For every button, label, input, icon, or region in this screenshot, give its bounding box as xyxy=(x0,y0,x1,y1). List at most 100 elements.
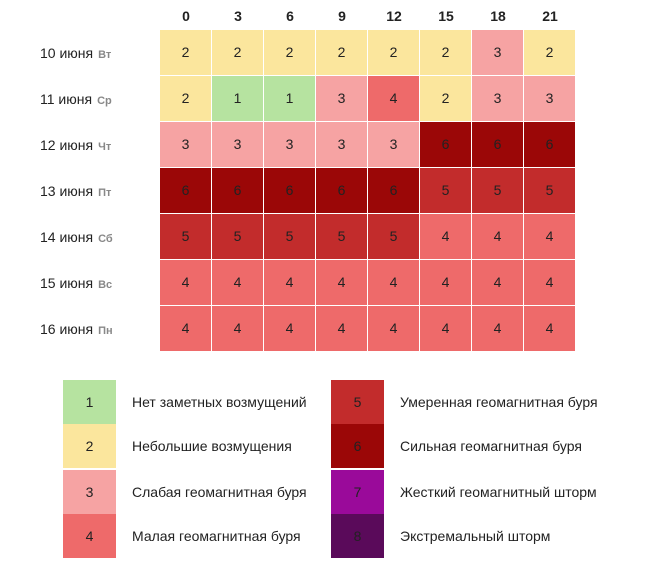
heatmap-cell: 2 xyxy=(160,30,211,75)
hour-label: 15 xyxy=(438,8,454,24)
heatmap-cell: 5 xyxy=(212,214,263,259)
heatmap-cell: 4 xyxy=(160,260,211,305)
heatmap-cell: 4 xyxy=(524,306,575,351)
heatmap-cell: 5 xyxy=(524,168,575,213)
heatmap-cell: 4 xyxy=(368,260,419,305)
date-text: 10 июня xyxy=(40,45,94,61)
weekday-label: Ср xyxy=(97,95,112,107)
hour-label: 3 xyxy=(234,8,242,24)
heatmap-cell: 3 xyxy=(160,122,211,167)
date-label: 11 июня Ср xyxy=(40,76,158,122)
hour-label: 0 xyxy=(182,8,190,24)
date-label: 10 июня Вт xyxy=(40,30,158,76)
heatmap-cell: 3 xyxy=(316,122,367,167)
date-label: 16 июня Пн xyxy=(40,306,158,352)
heatmap-cell: 4 xyxy=(212,260,263,305)
date-label: 15 июня Вс xyxy=(40,260,158,306)
heatmap-cell: 3 xyxy=(368,122,419,167)
heatmap-cell: 2 xyxy=(316,30,367,75)
heatmap-cell: 4 xyxy=(368,306,419,351)
heatmap-cell: 6 xyxy=(524,122,575,167)
date-text: 15 июня xyxy=(40,275,94,291)
legend-label-7: Жесткий геомагнитный шторм xyxy=(400,484,597,500)
weekday-label: Чт xyxy=(98,141,112,153)
heatmap-cell: 2 xyxy=(160,76,211,121)
hour-label: 12 xyxy=(386,8,402,24)
legend-swatch-7: 7 xyxy=(331,470,384,514)
legend-label-4: Малая геомагнитная буря xyxy=(132,528,301,544)
legend-label-8: Экстремальный шторм xyxy=(400,528,551,544)
heatmap-cell: 6 xyxy=(212,168,263,213)
legend-label-2: Небольшие возмущения xyxy=(132,438,292,454)
legend-swatch-8: 8 xyxy=(331,514,384,558)
hour-label: 9 xyxy=(338,8,346,24)
heatmap-cell: 4 xyxy=(368,76,419,121)
hour-label: 21 xyxy=(542,8,558,24)
weekday-label: Пт xyxy=(98,187,112,199)
legend-swatch-2: 2 xyxy=(63,424,116,468)
heatmap-cell: 2 xyxy=(368,30,419,75)
heatmap-cell: 4 xyxy=(420,214,471,259)
date-label: 14 июня Сб xyxy=(40,214,158,260)
legend-swatch-6: 6 xyxy=(331,424,384,468)
heatmap-cell: 1 xyxy=(264,76,315,121)
weekday-label: Вт xyxy=(98,49,112,61)
date-text: 13 июня xyxy=(40,183,94,199)
heatmap-cell: 4 xyxy=(316,306,367,351)
heatmap-cell: 3 xyxy=(316,76,367,121)
weekday-label: Пн xyxy=(98,325,113,337)
heatmap-cell: 2 xyxy=(420,76,471,121)
heatmap-cell: 1 xyxy=(212,76,263,121)
legend-label-3: Слабая геомагнитная буря xyxy=(132,484,307,500)
weekday-label: Вс xyxy=(98,279,113,291)
heatmap-cell: 4 xyxy=(160,306,211,351)
hour-label: 6 xyxy=(286,8,294,24)
heatmap-cell: 4 xyxy=(472,260,523,305)
legend-label-6: Сильная геомагнитная буря xyxy=(400,438,582,454)
heatmap-cell: 5 xyxy=(472,168,523,213)
heatmap-cell: 5 xyxy=(264,214,315,259)
heatmap-cell: 4 xyxy=(472,214,523,259)
heatmap-cell: 6 xyxy=(472,122,523,167)
legend-swatch-4: 4 xyxy=(63,514,116,558)
weekday-label: Сб xyxy=(98,233,113,245)
date-text: 16 июня xyxy=(40,321,94,337)
heatmap-cell: 4 xyxy=(420,306,471,351)
heatmap-cell: 4 xyxy=(316,260,367,305)
heatmap-cell: 2 xyxy=(212,30,263,75)
heatmap-cell: 5 xyxy=(316,214,367,259)
heatmap-cell: 4 xyxy=(264,306,315,351)
hour-label: 18 xyxy=(490,8,506,24)
date-label: 12 июня Чт xyxy=(40,122,158,168)
heatmap-cell: 3 xyxy=(472,76,523,121)
heatmap-cell: 6 xyxy=(316,168,367,213)
heatmap-cell: 2 xyxy=(524,30,575,75)
heatmap-cell: 4 xyxy=(524,214,575,259)
heatmap-cell: 3 xyxy=(264,122,315,167)
heatmap-cell: 4 xyxy=(472,306,523,351)
legend-label-5: Умеренная геомагнитная буря xyxy=(400,394,598,410)
heatmap-cell: 2 xyxy=(420,30,471,75)
heatmap-cell: 4 xyxy=(264,260,315,305)
heatmap-cell: 5 xyxy=(160,214,211,259)
heatmap-cell: 3 xyxy=(472,30,523,75)
legend-label-1: Нет заметных возмущений xyxy=(132,394,307,410)
heatmap-cell: 4 xyxy=(524,260,575,305)
heatmap-cell: 4 xyxy=(212,306,263,351)
legend-swatch-3: 3 xyxy=(63,470,116,514)
kp-index-heatmap: 0 3 6 9 12 15 18 21 10 июня Вт 2 2 2 2 2 2 3 2 11 июня Ср 2 1… xyxy=(40,8,575,352)
date-label: 13 июня Пт xyxy=(40,168,158,214)
date-text: 14 июня xyxy=(40,229,94,245)
heatmap-cell: 2 xyxy=(264,30,315,75)
heatmap-cell: 6 xyxy=(368,168,419,213)
heatmap-cell: 6 xyxy=(264,168,315,213)
heatmap-cell: 6 xyxy=(420,122,471,167)
heatmap-cell: 5 xyxy=(368,214,419,259)
legend-swatch-5: 5 xyxy=(331,380,384,424)
legend-swatch-1: 1 xyxy=(63,380,116,424)
date-text: 12 июня xyxy=(40,137,94,153)
heatmap-cell: 3 xyxy=(212,122,263,167)
date-text: 11 июня xyxy=(40,91,93,107)
heatmap-cell: 6 xyxy=(160,168,211,213)
heatmap-cell: 5 xyxy=(420,168,471,213)
